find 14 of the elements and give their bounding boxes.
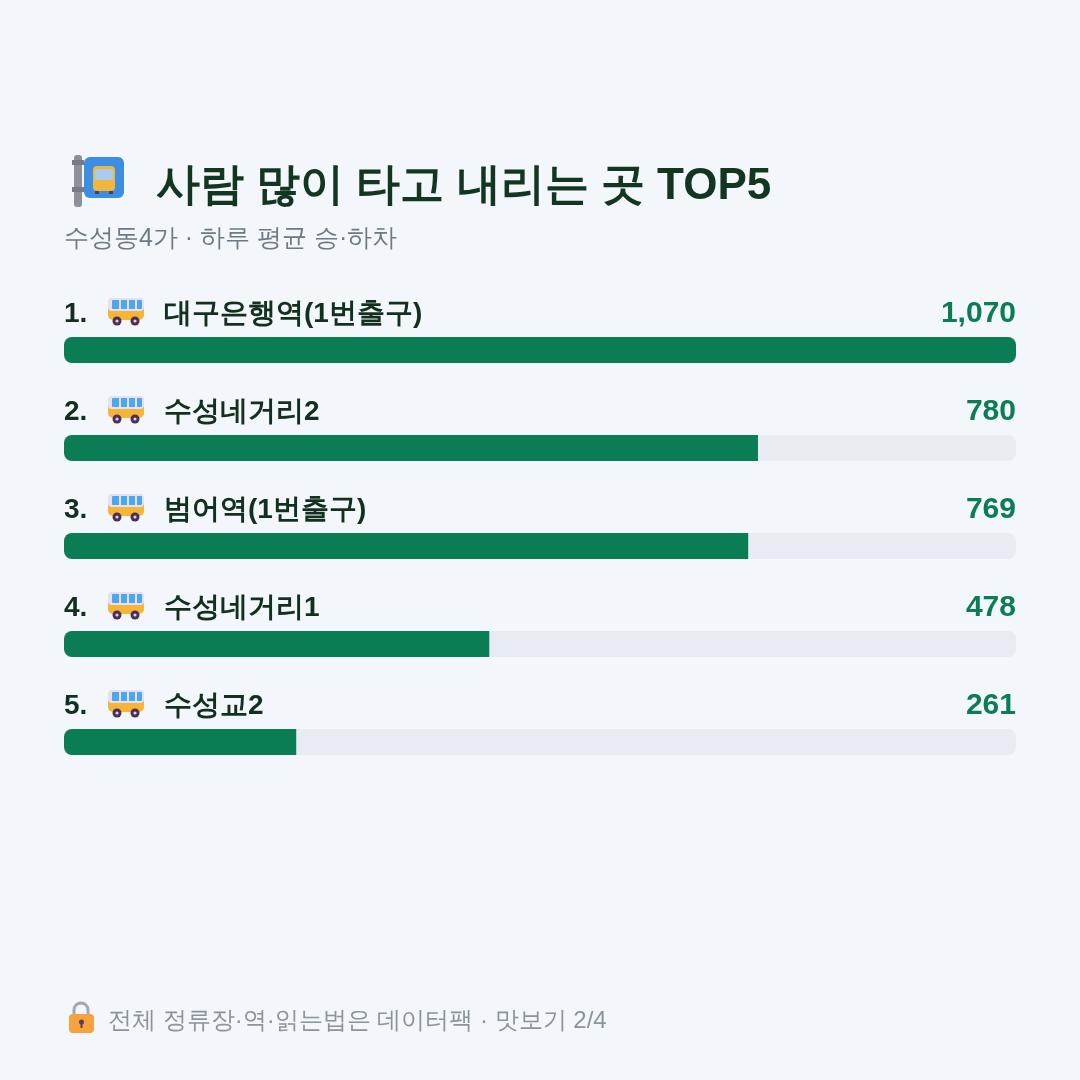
data-label: 478 xyxy=(965,589,1016,622)
data-label: 261 xyxy=(965,687,1016,720)
category-label: 2. 수성네거리2 xyxy=(64,395,320,426)
chart-subtitle: 수성동4가 · 하루 평균 승·하차 xyxy=(64,223,398,251)
category-label: 3. 범어역(1번출구) xyxy=(64,493,367,524)
category-label: 1. 대구은행역(1번출구) xyxy=(64,297,423,328)
data-label: 769 xyxy=(965,491,1016,524)
text: 전체 정류장·역·읽는법은 데이터팩 · 맛보기 2/4 xyxy=(108,1006,607,1033)
category-label: 5. 수성교2 xyxy=(64,689,264,720)
data-label: 1,070 xyxy=(940,295,1016,328)
bar xyxy=(64,729,297,755)
data-label: 780 xyxy=(965,393,1016,426)
chart-title: 사람 많이 타고 내리는 곳 TOP5 xyxy=(156,159,772,208)
category-label: 4. 수성네거리1 xyxy=(64,591,320,622)
